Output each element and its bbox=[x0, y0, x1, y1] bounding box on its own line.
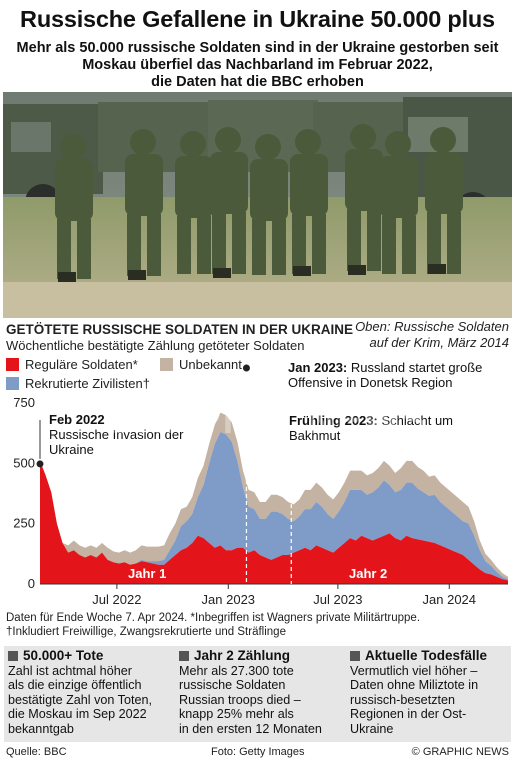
annotation-heading: Frühling 2023: bbox=[289, 413, 378, 428]
fact-box-line: in den ersten 12 Monaten bbox=[179, 721, 322, 736]
subtitle-line: Mehr als 50.000 russische Soldaten sind … bbox=[16, 40, 499, 56]
fact-box-year-2: Jahr 2 Zählung Mehr als 27.300 tote russ… bbox=[179, 646, 344, 742]
fact-box-line: Mehr als 27.300 tote bbox=[179, 664, 294, 678]
legend-swatch bbox=[6, 358, 19, 371]
source-credit: Quelle: BBC bbox=[6, 746, 67, 758]
photo-caption-line: Oben: Russische Soldaten bbox=[355, 319, 509, 334]
legend-label: Unbekannt bbox=[179, 357, 242, 372]
copyright: © GRAPHIC NEWS bbox=[411, 746, 509, 758]
fact-box-title: 50.000+ Tote bbox=[23, 648, 104, 663]
bullet-square-icon bbox=[8, 650, 18, 661]
year-label: Jahr 1 bbox=[128, 566, 166, 581]
y-tick-label: 0 bbox=[28, 576, 35, 591]
annotation-spring-2023: Frühling 2023: Schlacht um Bakhmut bbox=[289, 413, 489, 443]
area-series-rekrutiertezivilisten bbox=[40, 431, 508, 581]
annotation-dot-feb-2022 bbox=[36, 460, 44, 468]
subtitle-line: Moskau überfiel das Nachbarland im Febru… bbox=[82, 57, 433, 73]
fact-box-deaths: 50.000+ Tote Zahl ist achtmal höher als … bbox=[8, 646, 173, 742]
x-tick-label: Jan 2024 bbox=[423, 592, 477, 607]
note-line: Daten für Ende Woche 7. Apr 2024. *Inbeg… bbox=[6, 612, 421, 624]
year-label: Jahr 2 bbox=[349, 566, 387, 581]
subtitle-line: die Daten hat die BBC erhoben bbox=[151, 74, 364, 90]
photo-caption: Oben: Russische Soldaten auf der Krim, M… bbox=[319, 319, 509, 351]
legend-label: Reguläre Soldaten* bbox=[25, 357, 138, 372]
annotation-heading: Jan 2023: bbox=[288, 360, 348, 375]
fact-box-line: knapp 25% mehr als bbox=[179, 707, 294, 722]
fact-box-title: Aktuelle Todesfälle bbox=[365, 648, 488, 663]
fact-box-line: bekanntgab bbox=[8, 721, 74, 736]
annotation-feb-2022: Feb 2022 Russische Invasion der Ukraine bbox=[49, 412, 199, 457]
annotation-text: Russland startet große Offensive in Done… bbox=[288, 360, 483, 390]
area-series-unbekannt bbox=[40, 412, 508, 580]
x-tick-label: Jul 2022 bbox=[92, 592, 141, 607]
legend-item-civilians: Rekrutierte Zivilisten† bbox=[6, 376, 150, 391]
fact-box-line: russische Soldaten bbox=[179, 678, 286, 693]
legend-swatch bbox=[6, 377, 19, 390]
legend-item-regular: Reguläre Soldaten* bbox=[6, 357, 138, 372]
fact-boxes: 50.000+ Tote Zahl ist achtmal höher als … bbox=[4, 646, 511, 742]
fact-box-line: Ukraine bbox=[350, 721, 394, 736]
y-tick-label: 500 bbox=[13, 455, 35, 470]
legend-swatch bbox=[160, 358, 173, 371]
page-title: Russische Gefallene in Ukraine 50.000 pl… bbox=[20, 6, 495, 32]
annotation-heading: Feb 2022 bbox=[49, 412, 105, 427]
annotation-text: Russische Invasion der Ukraine bbox=[49, 427, 184, 457]
y-tick-label: 750 bbox=[13, 395, 35, 410]
fact-box-line: russisch-besetzten bbox=[350, 692, 455, 707]
area-chart: 0 250 500 750 Jul 2022 Jan 2023 Jul 2023 Jan 20… bbox=[13, 364, 508, 607]
bullet-square-icon bbox=[179, 650, 189, 661]
fact-box-line: Russian troops died – bbox=[179, 692, 301, 707]
page-subtitle: Mehr als 50.000 russische Soldaten sind … bbox=[8, 40, 507, 91]
fact-box-line: Zahl ist achtmal höher bbox=[8, 664, 132, 678]
bullet-square-icon bbox=[350, 650, 360, 661]
note-line: †Inkludiert Freiwillige, Zwangsrekrutier… bbox=[6, 626, 286, 638]
y-tick-label: 250 bbox=[13, 516, 35, 531]
legend-item-unknown: Unbekannt bbox=[160, 357, 242, 372]
chart-subtitle: Wöchentliche bestätigte Zählung getötete… bbox=[6, 338, 305, 353]
fact-box-line: Daten ohne Miliztote in bbox=[350, 678, 479, 693]
photo-credit: Foto: Getty Images bbox=[211, 746, 305, 758]
fact-box-title: Jahr 2 Zählung bbox=[194, 648, 291, 663]
annotation-text: Schlacht um Bakhmut bbox=[289, 413, 454, 443]
legend-label: Rekrutierte Zivilisten† bbox=[25, 376, 150, 391]
fact-box-line: Vermutlich viel höher – bbox=[350, 664, 478, 678]
chart-notes: Daten für Ende Woche 7. Apr 2024. *Inbeg… bbox=[6, 611, 511, 639]
photo-caption-line: auf der Krim, März 2014 bbox=[369, 335, 509, 350]
fact-box-line: als die einzige öffentlich bbox=[8, 678, 142, 693]
fact-box-line: die Moskau im Sep 2022 bbox=[8, 707, 147, 722]
soldiers-photo bbox=[3, 92, 512, 318]
fact-box-current: Aktuelle Todesfälle Vermutlich viel höhe… bbox=[350, 646, 510, 742]
fact-box-line: Regionen in der Ost- bbox=[350, 707, 467, 722]
annotation-dot-jan-2023 bbox=[242, 364, 250, 372]
x-tick-label: Jul 2023 bbox=[313, 592, 362, 607]
x-tick-label: Jan 2023 bbox=[202, 592, 256, 607]
chart-title: GETÖTETE RUSSISCHE SOLDATEN IN DER UKRAI… bbox=[6, 322, 354, 337]
annotation-jan-2023: Jan 2023: Russland startet große Offensi… bbox=[288, 360, 508, 390]
area-series-regulresoldaten bbox=[40, 460, 508, 584]
fact-box-line: bestätigte Zahl von Toten, bbox=[8, 692, 152, 707]
